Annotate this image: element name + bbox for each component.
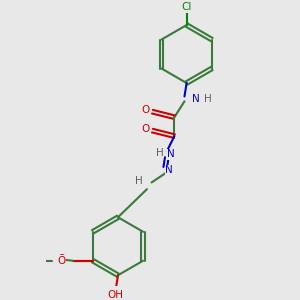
Text: H: H	[134, 176, 142, 186]
Text: O: O	[57, 254, 66, 264]
Text: O: O	[142, 105, 150, 115]
Text: N: N	[167, 149, 175, 159]
Text: H: H	[156, 148, 164, 158]
Text: O: O	[57, 256, 66, 266]
Text: OH: OH	[107, 290, 123, 300]
Text: H: H	[204, 94, 212, 104]
Text: N: N	[192, 94, 200, 104]
Text: N: N	[165, 165, 173, 175]
Text: O: O	[142, 124, 150, 134]
Text: Cl: Cl	[182, 2, 192, 12]
